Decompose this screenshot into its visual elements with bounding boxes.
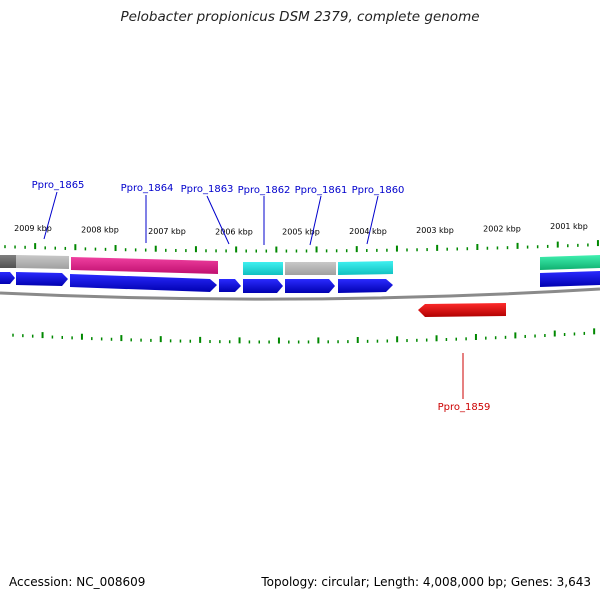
feature-magenta <box>71 257 218 274</box>
leader-ppro-1863 <box>206 195 230 245</box>
leader-ppro-1861 <box>309 195 322 246</box>
gene-label-ppro-1865[interactable]: Ppro_1865 <box>32 180 85 191</box>
scale-label: 2008 kbp <box>81 226 119 235</box>
leader-ppro-1860 <box>366 195 379 245</box>
feature-cyan-1 <box>243 262 283 275</box>
scale-label: 2004 kbp <box>349 227 387 236</box>
reverse-cds-track <box>418 303 506 317</box>
gene-label-ppro-1862[interactable]: Ppro_1862 <box>238 185 291 196</box>
scale-label: 2003 kbp <box>416 226 454 235</box>
feature-gray-2 <box>285 262 336 275</box>
accession-text: Accession: NC_008609 <box>9 575 146 589</box>
scale-label: 2002 kbp <box>483 224 521 233</box>
scale-label: 2001 kbp <box>550 222 588 231</box>
map-title: Pelobacter propionicus DSM 2379, complet… <box>120 9 480 25</box>
cds-arrow-ppro-1865 <box>16 272 68 286</box>
label-leaders <box>43 191 464 399</box>
genome-backbone <box>0 287 600 301</box>
scale-label: 2009 kbp <box>14 224 52 233</box>
scale-label: 2005 kbp <box>282 227 320 236</box>
scale-labels: 2009 kbp 2008 kbp 2007 kbp 2006 kbp 2005 kbp… <box>14 222 588 236</box>
gene-label-ppro-1859[interactable]: Ppro_1859 <box>438 402 491 413</box>
gene-labels: Ppro_1865 Ppro_1864 Ppro_1863 Ppro_1862 … <box>32 180 491 413</box>
gene-label-ppro-1861[interactable]: Ppro_1861 <box>295 185 348 196</box>
feature-cyan-2 <box>338 261 393 275</box>
gene-label-ppro-1864[interactable]: Ppro_1864 <box>121 183 174 194</box>
scale-label: 2007 kbp <box>148 227 186 236</box>
scale-label: 2006 kbp <box>215 227 253 236</box>
gene-label-ppro-1863[interactable]: Ppro_1863 <box>181 184 234 195</box>
cds-arrow-ppro-1863 <box>219 279 241 292</box>
feature-green <box>540 255 600 270</box>
inner-scale-ticks <box>12 328 596 344</box>
cds-arrow-ppro-1864 <box>70 274 217 292</box>
cds-arrow-ppro-1859 <box>418 303 506 317</box>
cds-arrow-right-edge <box>540 271 600 287</box>
cds-arrow-left-edge <box>0 272 15 284</box>
forward-cds-track <box>0 271 600 293</box>
genome-summary-text: Topology: circular; Length: 4,008,000 bp… <box>261 575 591 589</box>
gene-label-ppro-1860[interactable]: Ppro_1860 <box>352 185 405 196</box>
outer-scale-ticks <box>4 240 599 253</box>
feature-gray <box>16 255 69 269</box>
leader-ppro-1865 <box>43 191 58 240</box>
cds-arrow-ppro-1860 <box>338 279 393 293</box>
feature-track <box>0 255 600 275</box>
feature-dark-gray <box>0 255 16 268</box>
cds-arrow-ppro-1862 <box>243 279 283 293</box>
cds-arrow-ppro-1861 <box>285 279 335 293</box>
